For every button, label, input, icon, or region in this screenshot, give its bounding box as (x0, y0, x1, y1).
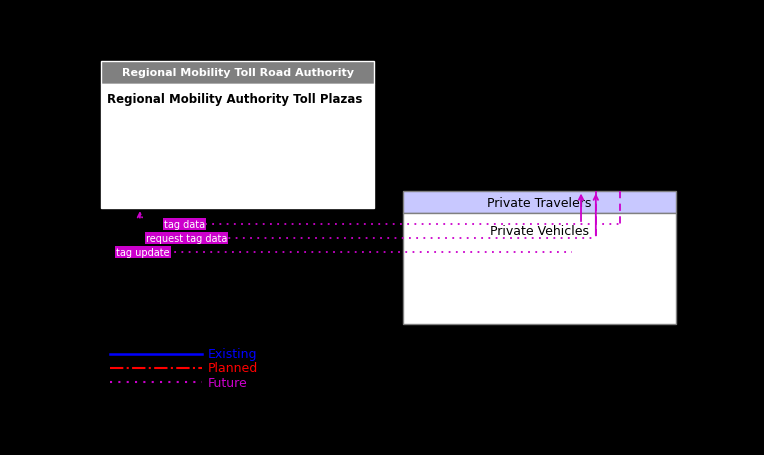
Text: Regional Mobility Toll Road Authority: Regional Mobility Toll Road Authority (121, 68, 354, 78)
Bar (102, 61, 374, 84)
Bar (102, 84, 374, 209)
Text: Planned: Planned (208, 362, 258, 374)
Bar (403, 191, 676, 214)
Text: Private Vehicles: Private Vehicles (490, 224, 589, 238)
Bar (403, 214, 676, 324)
Text: Regional Mobility Authority Toll Plazas: Regional Mobility Authority Toll Plazas (107, 93, 363, 106)
Text: request tag data: request tag data (146, 233, 227, 243)
Text: tag update: tag update (116, 248, 170, 258)
Text: Future: Future (208, 376, 248, 389)
Text: Private Travelers: Private Travelers (487, 196, 592, 209)
Text: Existing: Existing (208, 348, 257, 361)
Text: tag data: tag data (163, 219, 205, 229)
